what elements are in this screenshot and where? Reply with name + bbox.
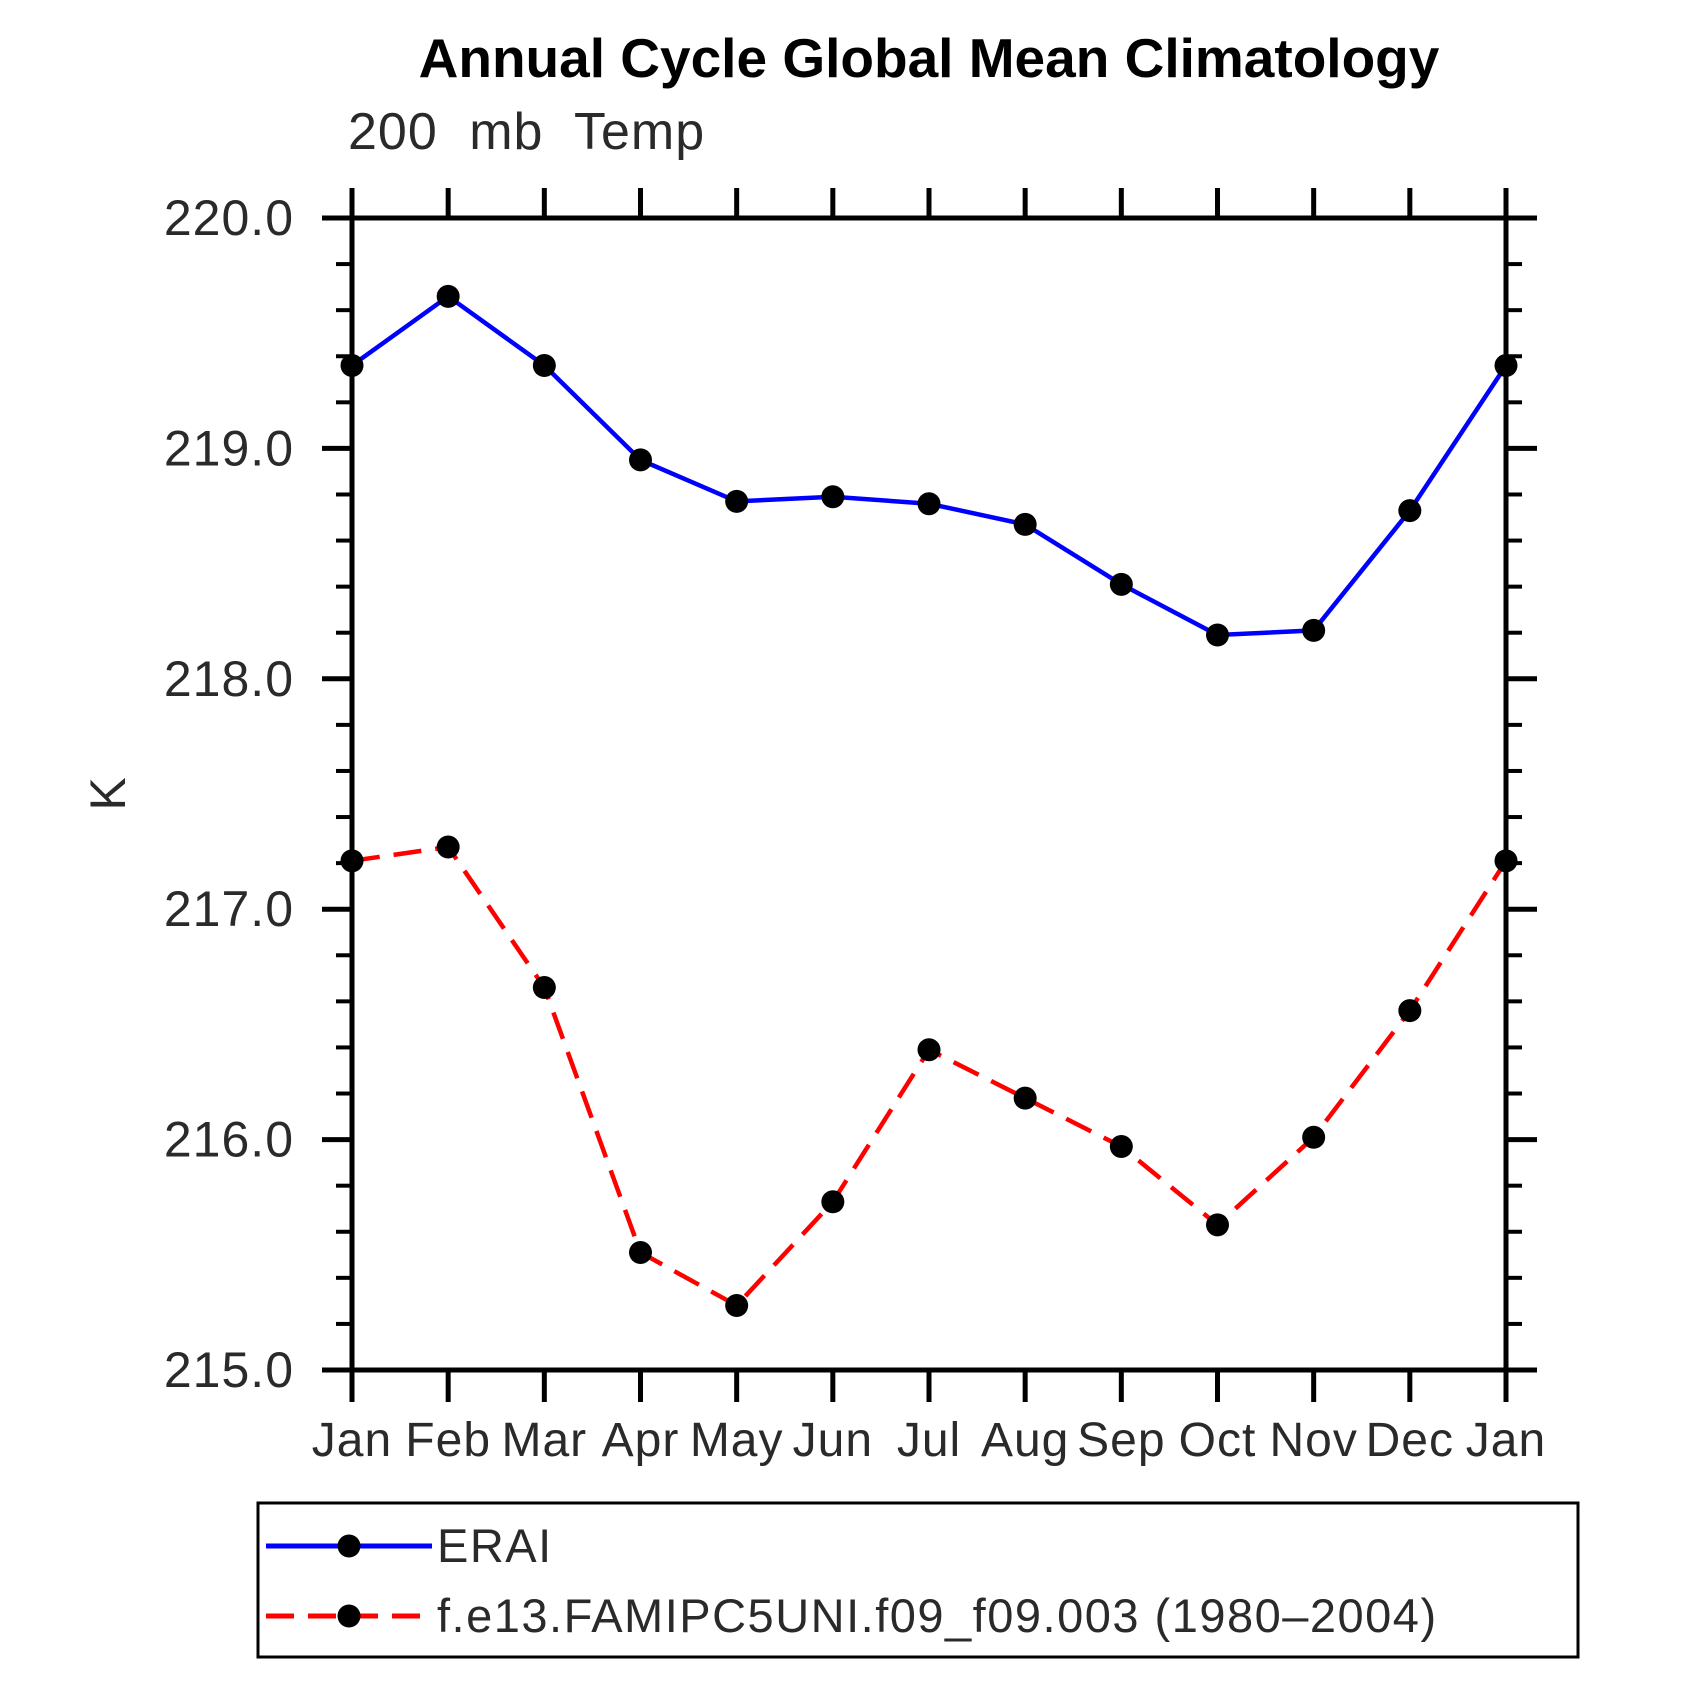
legend-label-1: f.e13.FAMIPC5UNI.f09_f09.003 (1980–2004) bbox=[437, 1589, 1438, 1642]
chart-title: Annual Cycle Global Mean Climatology bbox=[418, 27, 1440, 89]
series-marker-1 bbox=[436, 835, 460, 859]
x-tick-label: Oct bbox=[1179, 1414, 1257, 1467]
series-marker-1 bbox=[340, 849, 364, 873]
series-marker-0 bbox=[1302, 618, 1326, 642]
series-marker-0 bbox=[1013, 512, 1037, 536]
series-marker-1 bbox=[1302, 1125, 1326, 1149]
series-marker-1 bbox=[1206, 1213, 1229, 1237]
x-tick-label: Apr bbox=[602, 1414, 680, 1467]
series-marker-0 bbox=[532, 353, 556, 377]
x-tick-label: Nov bbox=[1269, 1414, 1357, 1467]
y-tick-label: 216.0 bbox=[164, 1112, 294, 1168]
x-tick-label: Jul bbox=[897, 1414, 961, 1467]
series-marker-1 bbox=[1109, 1135, 1133, 1159]
series-marker-1 bbox=[821, 1190, 845, 1214]
legend-box bbox=[256, 1501, 1580, 1659]
x-tick-label: Mar bbox=[501, 1414, 587, 1467]
y-tick-label: 219.0 bbox=[164, 420, 294, 476]
series-marker-0 bbox=[1206, 623, 1229, 647]
x-tick-label: Sep bbox=[1077, 1414, 1165, 1467]
series-marker-0 bbox=[725, 489, 749, 513]
x-tick-label: May bbox=[690, 1414, 784, 1467]
series-marker-1 bbox=[532, 976, 556, 1000]
legend-marker-0 bbox=[337, 1534, 361, 1558]
series-marker-0 bbox=[436, 284, 460, 308]
series-marker-0 bbox=[340, 353, 364, 377]
series-marker-1 bbox=[917, 1038, 941, 1062]
y-tick-label: 220.0 bbox=[164, 190, 294, 246]
plot-frame bbox=[349, 215, 1509, 1373]
y-tick-label: 217.0 bbox=[164, 881, 294, 937]
x-tick-label: Feb bbox=[405, 1414, 491, 1467]
series-marker-1 bbox=[1494, 849, 1518, 873]
y-tick-label: 218.0 bbox=[164, 651, 294, 707]
series-marker-1 bbox=[1013, 1086, 1037, 1110]
legend-label-0: ERAI bbox=[437, 1519, 553, 1572]
series-marker-0 bbox=[1494, 353, 1518, 377]
series-marker-0 bbox=[917, 492, 941, 516]
x-tick-label: Aug bbox=[981, 1414, 1069, 1467]
x-tick-label: Jun bbox=[793, 1414, 873, 1467]
chart-subtitle: 200 mb Temp bbox=[348, 103, 706, 161]
y-tick-label: 215.0 bbox=[164, 1342, 294, 1398]
series-marker-0 bbox=[1109, 572, 1133, 596]
legend-marker-1 bbox=[337, 1604, 361, 1628]
x-tick-label: Dec bbox=[1366, 1414, 1454, 1467]
series-marker-0 bbox=[1398, 499, 1422, 523]
x-tick-label: Jan bbox=[312, 1414, 392, 1467]
series-line-0 bbox=[350, 293, 1508, 638]
series-marker-1 bbox=[1398, 999, 1422, 1023]
series-line-1 bbox=[351, 844, 1508, 1309]
series-marker-0 bbox=[629, 448, 652, 472]
x-tick-label: Jan bbox=[1466, 1414, 1546, 1467]
series-marker-1 bbox=[725, 1293, 749, 1317]
series-marker-0 bbox=[821, 485, 845, 509]
series-marker-1 bbox=[629, 1240, 652, 1264]
